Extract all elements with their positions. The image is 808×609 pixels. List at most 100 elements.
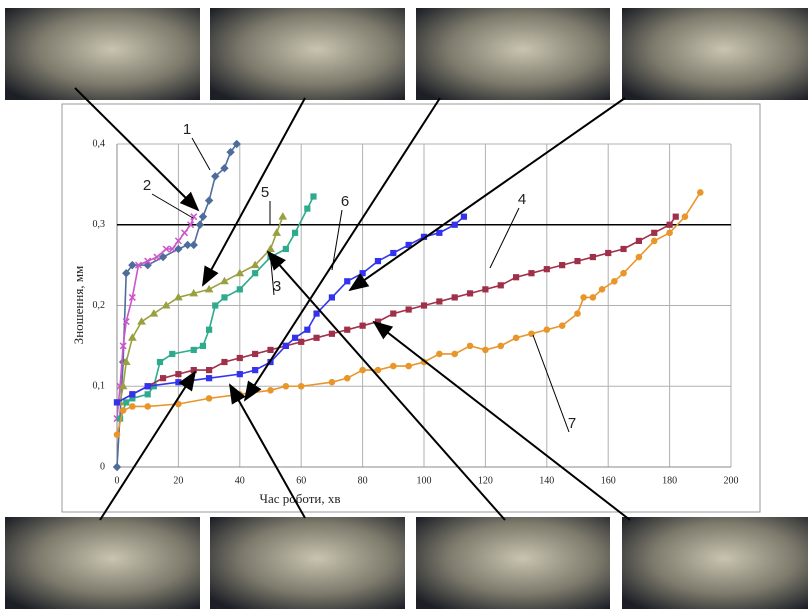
marker (329, 295, 334, 300)
marker (391, 363, 397, 369)
marker (544, 267, 549, 272)
x-tick-label: 120 (478, 475, 493, 486)
marker (599, 287, 605, 293)
marker (191, 347, 196, 352)
marker (544, 327, 550, 333)
marker (283, 246, 288, 251)
marker (636, 238, 641, 243)
marker (461, 214, 466, 219)
series-label: 6 (341, 193, 349, 210)
marker (513, 335, 519, 341)
marker (360, 367, 366, 373)
marker (452, 222, 457, 227)
photo (210, 517, 405, 609)
marker (483, 347, 489, 353)
marker (452, 295, 457, 300)
marker (498, 283, 503, 288)
marker (145, 392, 150, 397)
marker (207, 368, 212, 373)
marker (222, 295, 227, 300)
x-tick-label: 200 (724, 475, 739, 486)
marker (652, 230, 657, 235)
marker (311, 194, 316, 199)
marker (621, 246, 626, 251)
marker (467, 291, 472, 296)
marker (130, 392, 135, 397)
marker (345, 327, 350, 332)
marker (298, 383, 304, 389)
marker (667, 230, 673, 236)
series-label: 4 (518, 191, 526, 208)
marker (529, 271, 534, 276)
photo (210, 8, 405, 100)
marker (575, 258, 580, 263)
marker (452, 351, 458, 357)
marker (391, 250, 396, 255)
marker (145, 404, 151, 410)
marker (375, 367, 381, 373)
marker (406, 363, 412, 369)
marker (559, 323, 565, 329)
y-tick-label: 0,2 (93, 300, 106, 311)
marker (237, 355, 242, 360)
marker (673, 214, 678, 219)
marker (268, 347, 273, 352)
x-tick-label: 100 (417, 475, 432, 486)
marker (206, 396, 212, 402)
marker (575, 311, 581, 317)
series-label: 3 (273, 278, 281, 295)
marker (621, 270, 627, 276)
marker (292, 335, 297, 340)
marker (283, 343, 288, 348)
marker (207, 376, 212, 381)
marker (391, 311, 396, 316)
series-label: 1 (183, 121, 191, 138)
marker (299, 339, 304, 344)
marker (612, 278, 618, 284)
marker (560, 263, 565, 268)
marker (667, 222, 672, 227)
marker (237, 392, 243, 398)
marker (344, 375, 350, 381)
photo (416, 8, 610, 100)
marker (170, 351, 175, 356)
marker (305, 206, 310, 211)
marker (253, 351, 258, 356)
series-label: 2 (143, 177, 151, 194)
marker (483, 287, 488, 292)
marker (498, 343, 504, 349)
x-tick-label: 40 (235, 475, 245, 486)
marker (345, 279, 350, 284)
marker (682, 214, 688, 220)
marker (114, 400, 119, 405)
x-axis-label: Час роботи, хв (260, 491, 341, 506)
photo (622, 517, 808, 609)
marker (176, 372, 181, 377)
marker (636, 254, 642, 260)
marker (651, 238, 657, 244)
marker (467, 343, 473, 349)
marker (329, 331, 334, 336)
marker (314, 335, 319, 340)
marker (437, 351, 443, 357)
photo (5, 8, 200, 100)
marker (237, 372, 242, 377)
marker (514, 275, 519, 280)
marker (406, 307, 411, 312)
marker (176, 380, 181, 385)
marker (120, 408, 126, 414)
y-tick-label: 0,3 (93, 219, 106, 230)
x-tick-label: 160 (601, 475, 616, 486)
marker (698, 190, 704, 196)
x-tick-label: 80 (358, 475, 368, 486)
series-label: 7 (568, 415, 576, 432)
marker (145, 384, 150, 389)
marker (606, 250, 611, 255)
marker (237, 287, 242, 292)
marker (157, 359, 162, 364)
marker (581, 295, 587, 301)
marker (283, 383, 289, 389)
marker (124, 400, 129, 405)
y-tick-label: 0 (100, 461, 105, 472)
marker (329, 379, 335, 385)
